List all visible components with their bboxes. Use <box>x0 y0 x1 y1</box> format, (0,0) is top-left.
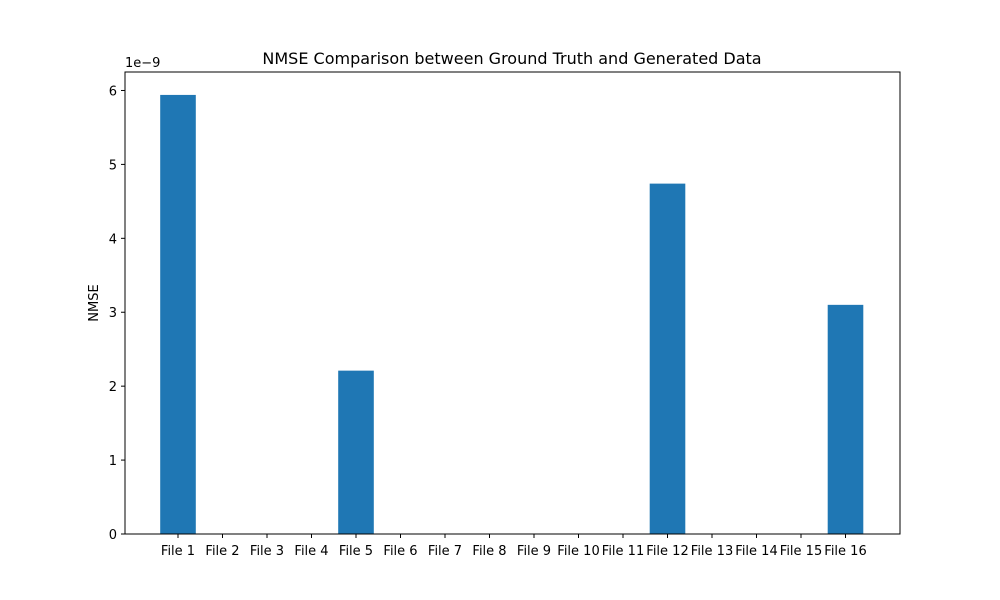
y-tick-label: 3 <box>109 306 117 321</box>
x-tick-label: File 8 <box>472 544 506 559</box>
y-tick-label: 5 <box>109 158 117 173</box>
y-axis-label: NMSE <box>87 284 102 321</box>
bar-16 <box>827 304 864 534</box>
x-tick-label: File 15 <box>780 544 822 559</box>
x-tick-label: File 10 <box>557 544 599 559</box>
chart-title: NMSE Comparison between Ground Truth and… <box>262 49 761 68</box>
x-tick-label: File 12 <box>646 544 688 559</box>
x-tick-label: File 6 <box>383 544 417 559</box>
x-tick-label: File 14 <box>735 544 777 559</box>
plot-area-frame <box>124 71 901 535</box>
x-tick-label: File 4 <box>294 544 328 559</box>
bar-5 <box>338 370 374 534</box>
x-tick-label: File 9 <box>517 544 551 559</box>
x-tick-label: File 3 <box>250 544 284 559</box>
bar-1 <box>160 94 196 535</box>
x-tick-label: File 2 <box>205 544 239 559</box>
x-tick-label: File 5 <box>339 544 373 559</box>
y-ticks-group: 0 1 2 3 4 5 6 <box>109 84 125 543</box>
bars-group <box>160 94 864 535</box>
x-tick-label: File 16 <box>824 544 866 559</box>
x-ticks-group: File 1 File 2 File 3 File 4 File 5 File 6 File… <box>161 534 867 559</box>
x-tick-label: File 13 <box>691 544 733 559</box>
x-tick-label: File 7 <box>428 544 462 559</box>
x-tick-label: File 1 <box>161 544 195 559</box>
x-tick-label: File 11 <box>602 544 644 559</box>
y-axis-scale-label: 1e−9 <box>125 56 160 71</box>
bar-12 <box>649 183 686 534</box>
y-tick-label: 4 <box>109 232 117 247</box>
y-tick-label: 1 <box>109 454 117 469</box>
y-tick-label: 2 <box>109 380 117 395</box>
y-tick-label: 6 <box>109 84 117 99</box>
y-tick-label: 0 <box>109 528 117 543</box>
